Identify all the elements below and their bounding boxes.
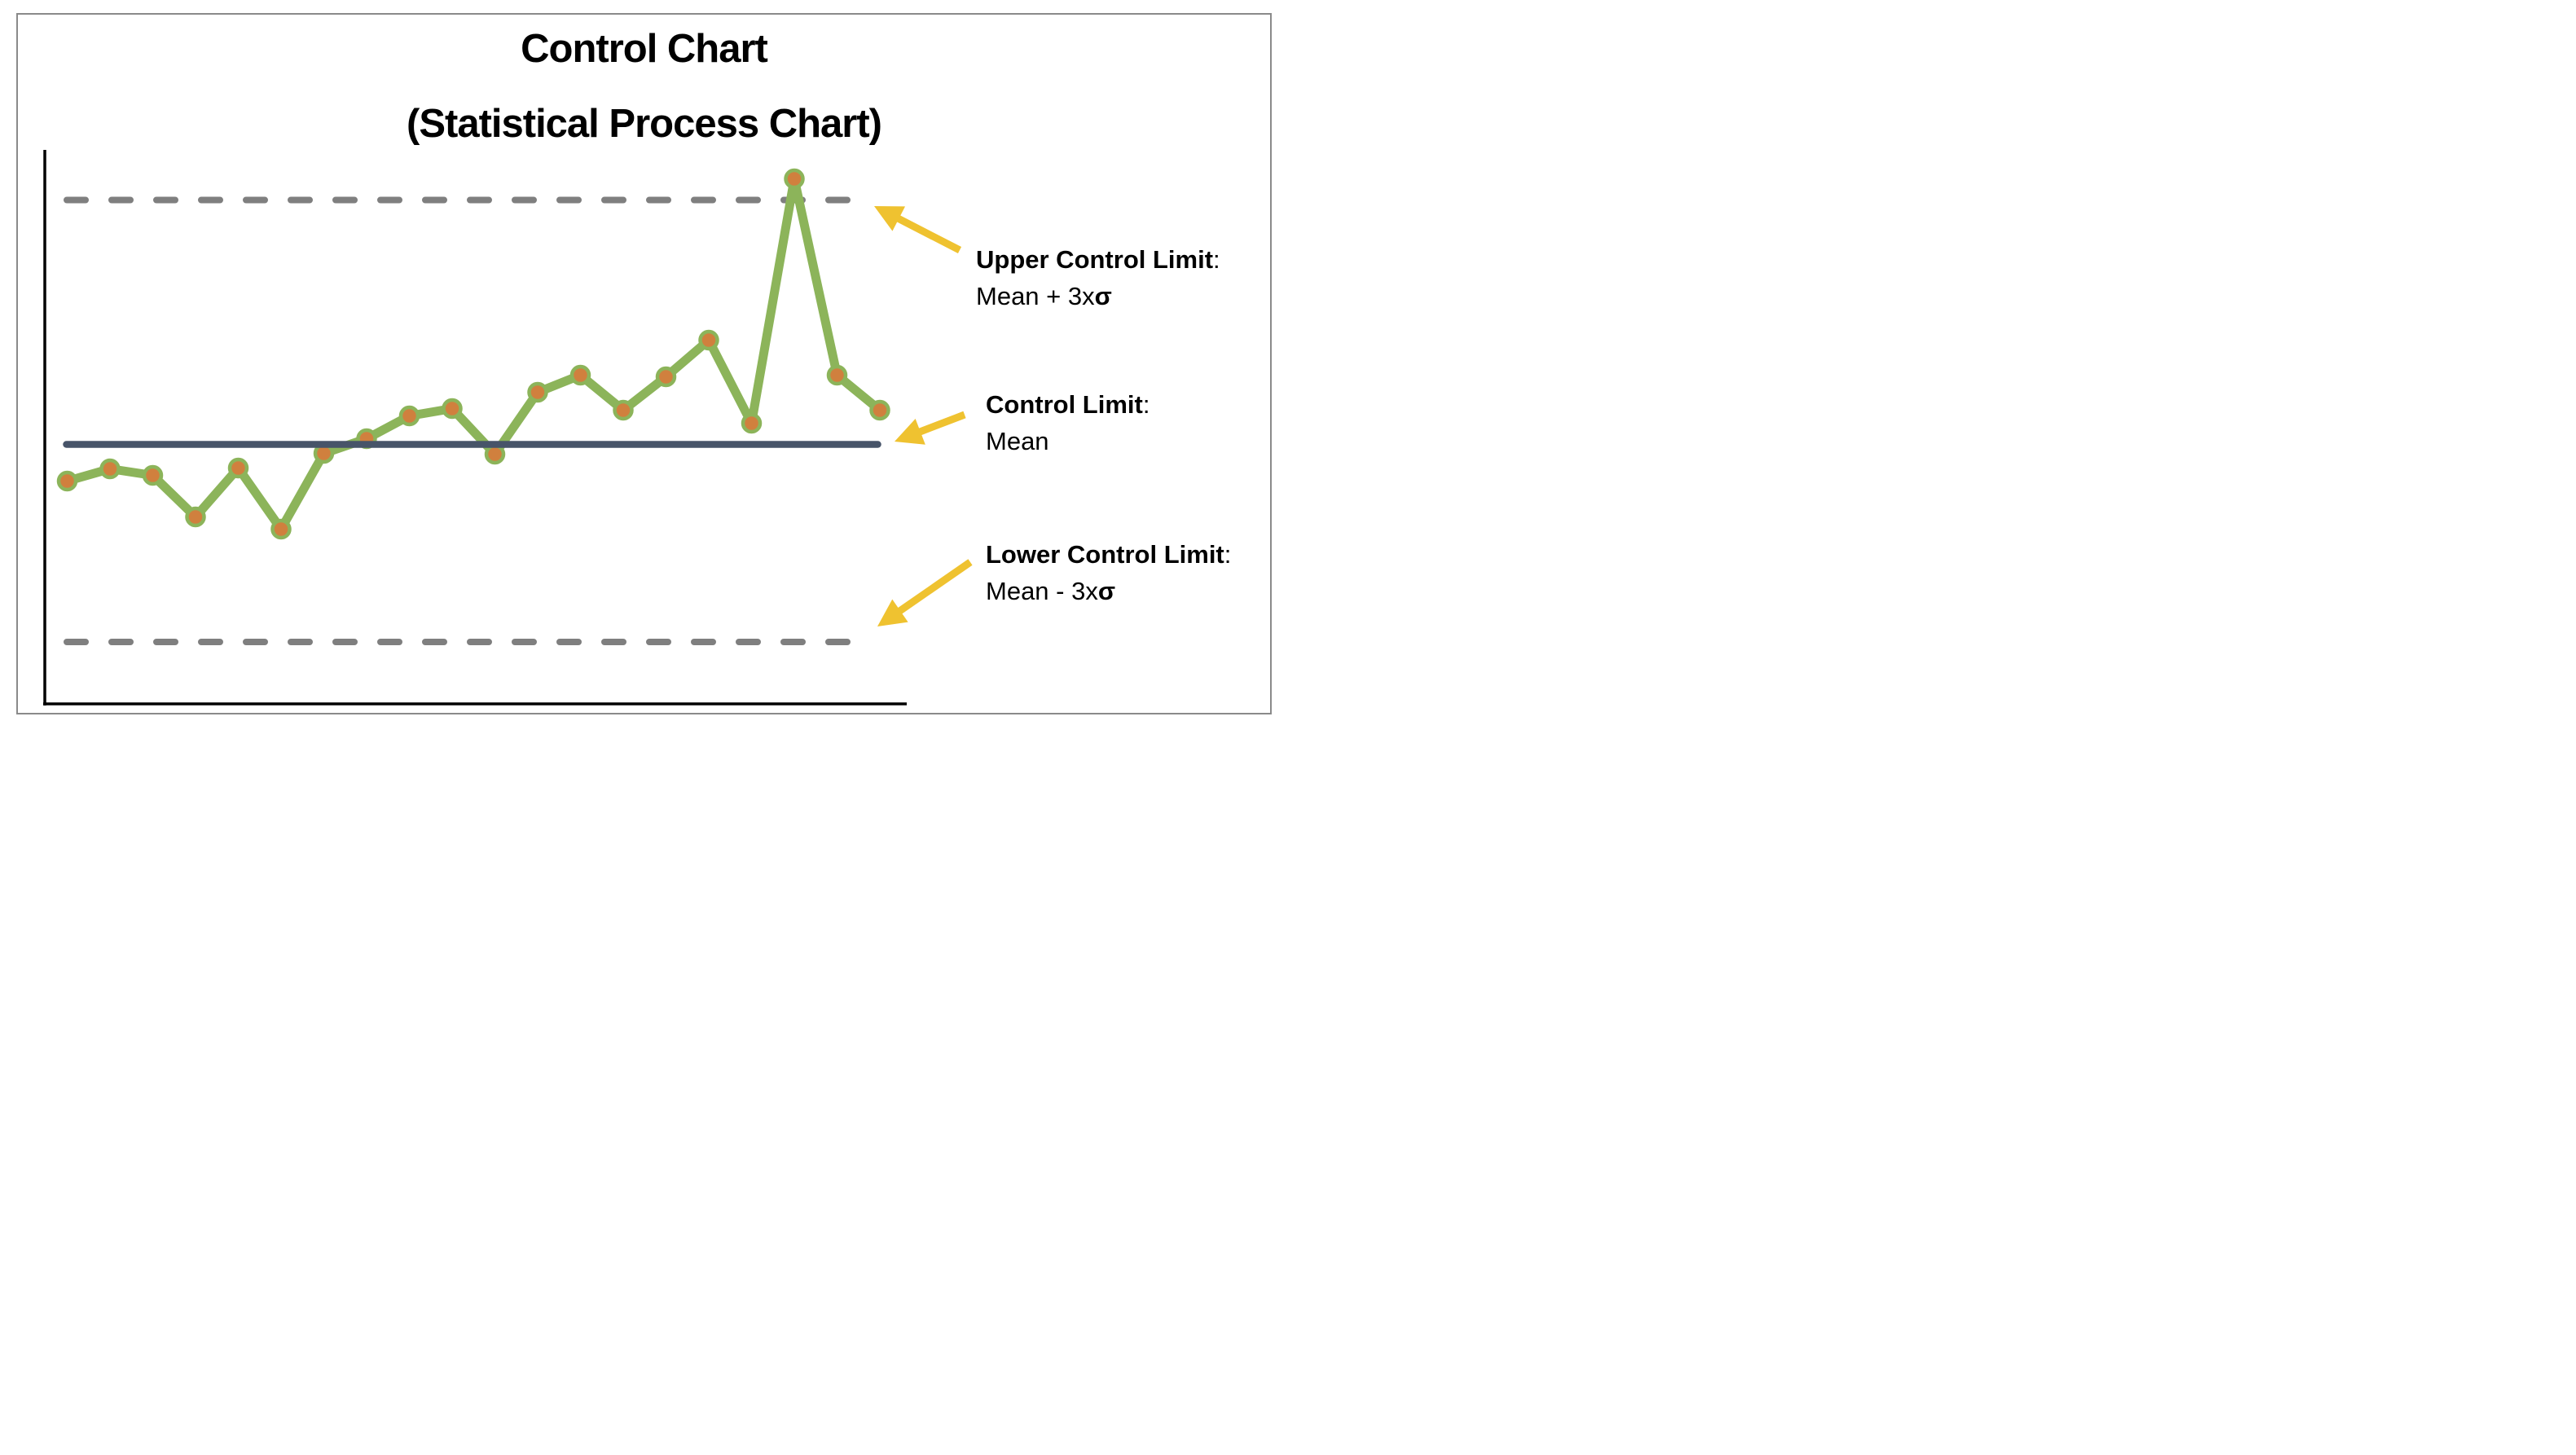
data-point — [527, 381, 548, 403]
data-point — [655, 366, 677, 388]
chart-title-line2: (Statistical Process Chart) — [407, 102, 882, 146]
control-limit-formula: Mean — [986, 427, 1049, 455]
upper-control-limit-formula: Mean + 3xσ — [976, 282, 1112, 310]
data-point — [741, 412, 763, 434]
chart-title-line1: Control Chart — [521, 27, 768, 71]
data-point — [826, 364, 848, 386]
cl-arrow-head — [895, 418, 925, 445]
data-point — [698, 329, 719, 351]
data-point — [442, 398, 463, 420]
data-point — [227, 457, 249, 479]
data-point — [484, 443, 506, 465]
control-limit-heading: Control Limit: — [986, 390, 1150, 419]
data-point — [613, 399, 634, 421]
control-limit-annotation: Control Limit: Mean — [986, 386, 1150, 459]
data-point — [569, 364, 591, 386]
lower-control-limit-formula: Mean - 3xσ — [986, 577, 1116, 605]
data-point — [784, 168, 805, 190]
data-point — [185, 506, 206, 528]
upper-control-limit-heading: Upper Control Limit: — [976, 245, 1220, 274]
cl-arrow-shaft — [912, 411, 966, 438]
data-point — [869, 399, 890, 421]
data-point — [270, 518, 292, 540]
data-point — [142, 464, 164, 486]
lower-control-limit-heading: Lower Control Limit: — [986, 540, 1232, 569]
figure-border — [16, 13, 1272, 714]
ucl-arrow-shaft — [890, 212, 962, 254]
lcl-arrow-head — [877, 599, 908, 626]
ucl-arrow-head — [874, 206, 906, 231]
data-point — [56, 470, 78, 492]
chart-title: Control Chart (Statistical Process Chart… — [0, 11, 1288, 161]
data-point — [99, 458, 121, 480]
lcl-arrow-shaft — [892, 559, 973, 618]
control-chart-figure: Control Chart (Statistical Process Chart… — [0, 0, 1288, 728]
control-chart-plot — [43, 150, 973, 706]
data-point — [398, 405, 420, 427]
lower-control-limit-annotation: Lower Control Limit: Mean - 3xσ — [986, 536, 1231, 609]
upper-control-limit-annotation: Upper Control Limit: Mean + 3xσ — [976, 241, 1220, 314]
series-line — [63, 174, 885, 534]
